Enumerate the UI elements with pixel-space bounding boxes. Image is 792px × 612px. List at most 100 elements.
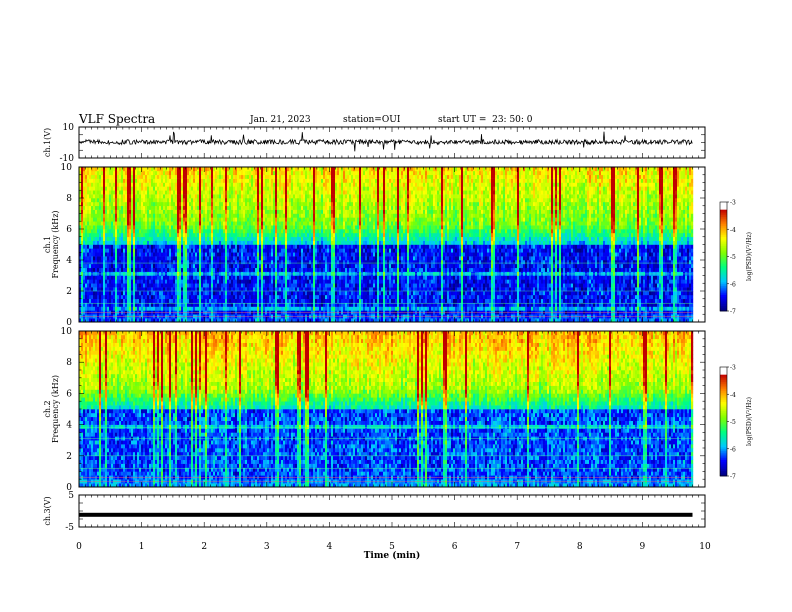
- spectrogram-cell: [283, 170, 286, 176]
- spectrogram-cell: [311, 174, 314, 179]
- spectrogram-cell: [261, 279, 264, 284]
- spectrogram-cell: [277, 217, 280, 222]
- spectrogram-cell: [299, 263, 302, 269]
- spectrogram-cell: [309, 213, 312, 218]
- spectrogram-cell: [185, 275, 188, 280]
- spectrogram-cell: [245, 190, 248, 195]
- spectrogram-cell: [143, 182, 146, 187]
- spectrogram-cell: [193, 217, 196, 222]
- spectrogram-cell: [223, 291, 226, 296]
- spectrogram-cell: [287, 279, 290, 284]
- spectrogram-cell: [325, 178, 328, 183]
- spectrogram-cell: [159, 287, 162, 292]
- spectrogram-cell: [181, 194, 184, 199]
- spectrogram-cell: [315, 213, 318, 218]
- spectrogram-cell: [97, 283, 100, 288]
- spectrogram-cell: [175, 318, 178, 322]
- spectrogram-cell: [245, 209, 248, 214]
- spectrogram-cell: [197, 198, 200, 203]
- spectrogram-cell: [115, 287, 118, 292]
- spectrogram-cell: [91, 287, 94, 292]
- spectrogram-cell: [241, 256, 244, 261]
- spectrogram-cell: [269, 294, 272, 300]
- spectrogram-cell: [181, 318, 184, 322]
- spectrogram-cell: [307, 256, 310, 261]
- spectrogram-cell: [215, 194, 218, 199]
- spectrogram-cell: [143, 198, 146, 203]
- spectrogram-cell: [299, 244, 302, 249]
- spectrogram-cell: [175, 170, 178, 176]
- spectrogram-cell: [89, 198, 92, 203]
- spectrogram-cell: [217, 213, 220, 218]
- spectrogram-cell: [117, 170, 120, 176]
- spectrogram-cell: [313, 186, 316, 191]
- spectrogram-cell: [87, 263, 90, 269]
- spectrogram-cell: [137, 198, 140, 203]
- spectrogram-cell: [95, 298, 98, 303]
- spectrogram-cell: [107, 178, 110, 183]
- spectrogram-cell: [277, 248, 280, 253]
- spectrogram-cell: [171, 267, 174, 272]
- spectrogram-cell: [173, 275, 176, 280]
- spectrogram-cell: [203, 209, 206, 214]
- spectrogram-cell: [145, 287, 148, 292]
- spectrogram-cell: [283, 267, 286, 272]
- spectrogram-cell: [103, 283, 106, 288]
- spectrogram-cell: [109, 178, 112, 183]
- spectrogram-cell: [151, 252, 154, 257]
- spectrogram-cell: [123, 217, 126, 222]
- spectrogram-cell: [287, 232, 290, 238]
- spectrogram-cell: [261, 221, 264, 226]
- spectrogram-cell: [195, 178, 198, 183]
- spectrogram-cell: [91, 194, 94, 199]
- spectrogram-cell: [87, 190, 90, 195]
- spectrogram-cell: [123, 279, 126, 284]
- spectrogram-cell: [93, 198, 96, 203]
- spectrogram-cell: [79, 252, 82, 257]
- spectrogram-cell: [207, 205, 210, 210]
- spectrogram-cell: [189, 306, 192, 311]
- spectrogram-cell: [89, 170, 92, 176]
- spectrogram-cell: [171, 174, 174, 179]
- spectrogram-cell: [277, 198, 280, 203]
- spectrogram-cell: [179, 170, 182, 176]
- spectrogram-cell: [169, 225, 172, 230]
- spectrogram-cell: [187, 178, 190, 183]
- spectrogram-cell: [177, 294, 180, 300]
- spectrogram-cell: [179, 291, 182, 296]
- spectrogram-cell: [197, 287, 200, 292]
- spectrogram-cell: [83, 275, 86, 280]
- spectrogram-cell: [161, 287, 164, 292]
- spectrogram-cell: [83, 229, 86, 234]
- spectrogram-cell: [149, 167, 152, 172]
- spectrogram-cell: [91, 256, 94, 261]
- spectrogram-cell: [311, 190, 314, 195]
- spectrogram-cell: [181, 213, 184, 218]
- spectrogram-cell: [217, 178, 220, 183]
- spectrogram-cell: [229, 294, 232, 300]
- spectrogram-cell: [295, 190, 298, 195]
- spectrogram-cell: [141, 229, 144, 234]
- spectrogram-cell: [81, 190, 84, 195]
- spectrogram-cell: [135, 283, 138, 288]
- spectrogram-cell: [101, 283, 104, 288]
- spectrogram-cell: [177, 236, 180, 241]
- spectrogram-cell: [83, 186, 86, 191]
- spectrogram-cell: [277, 275, 280, 280]
- spectrogram-cell: [129, 205, 132, 210]
- spectrogram-cell: [125, 279, 128, 284]
- spectrogram-cell: [87, 236, 90, 241]
- spectrogram-cell: [305, 267, 308, 272]
- spectrogram-cell: [219, 248, 222, 253]
- spectrogram-cell: [305, 232, 308, 238]
- spectrogram-cell: [281, 248, 284, 253]
- spectrogram-cell: [79, 167, 82, 172]
- spectrogram-cell: [225, 236, 228, 241]
- spectrogram-cell: [299, 283, 302, 288]
- spectrogram-cell: [323, 244, 326, 249]
- spectrogram-cell: [235, 221, 238, 226]
- spectrogram-cell: [119, 170, 122, 176]
- spectrogram-cell: [159, 248, 162, 253]
- spectrogram-cell: [293, 298, 296, 303]
- spectrogram-cell: [287, 298, 290, 303]
